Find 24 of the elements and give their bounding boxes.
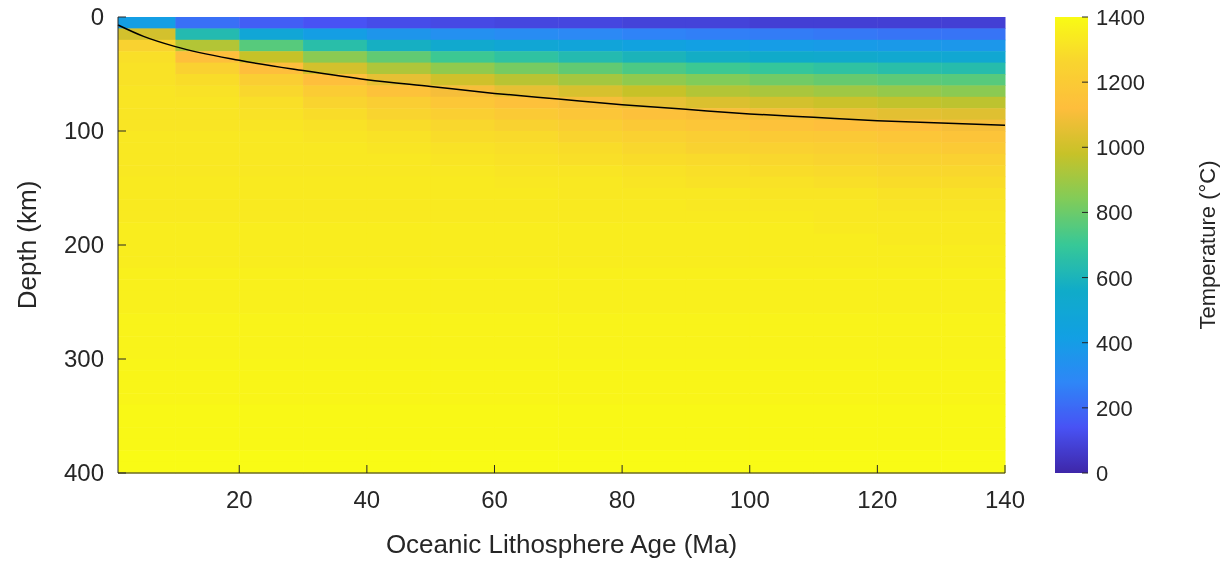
x-tick-label: 40	[353, 486, 381, 513]
y-tick-label: 200	[63, 231, 104, 258]
color-bar-label: 200	[1096, 395, 1133, 421]
y-tick-label: 0	[90, 3, 104, 30]
x-tick-label: 100	[729, 486, 770, 513]
x-axis-title: Oceanic Lithosphere Age (Ma)	[385, 529, 738, 559]
y-tick-label: 400	[63, 459, 104, 486]
color-bar-label: 1200	[1096, 70, 1145, 96]
color-bar-label: 800	[1096, 200, 1133, 226]
y-tick-label: 300	[63, 345, 104, 372]
color-bar-label: 1400	[1096, 5, 1145, 30]
y-axis-title: Depth (km)	[12, 180, 42, 310]
x-tick-label: 80	[608, 486, 636, 513]
y-tick-label: 100	[63, 117, 104, 144]
color-bar-label: 0	[1096, 461, 1109, 486]
line-series	[117, 24, 1006, 127]
color-bar-label: 400	[1096, 330, 1133, 356]
x-tick-label: 120	[857, 486, 898, 513]
color-bar-label: 600	[1096, 265, 1133, 291]
x-tick-label: 20	[225, 486, 253, 513]
color-bar-label: 1000	[1096, 135, 1145, 161]
color-bar-title: Temperature (°C)	[1195, 160, 1220, 330]
x-tick-label: 140	[984, 486, 1026, 513]
x-tick-label: 60	[481, 486, 508, 513]
